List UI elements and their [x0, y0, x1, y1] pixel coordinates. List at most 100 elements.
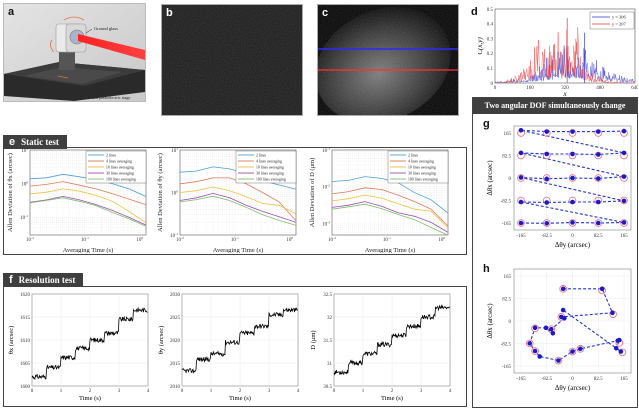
y-tick-label: 165: [504, 275, 512, 280]
series-line-30-lines-averaging: [331, 201, 448, 233]
y-tick-label: 31.5: [323, 339, 332, 344]
x-tick-label: 160: [526, 86, 534, 91]
series-line-30-lines-averaging: [179, 192, 296, 223]
legend-label: 4 lines averaging: [106, 160, 132, 164]
x-tick-label: 0: [494, 86, 497, 91]
x-tick-label: 100: [286, 236, 293, 243]
measured-point: [595, 199, 601, 205]
x-tick-label: 10-1: [231, 236, 239, 243]
y-tick-label: -82.5: [501, 199, 512, 204]
measured-point: [621, 128, 627, 134]
y-axis-label: θx (arcsec): [8, 326, 15, 355]
mount-post: [59, 50, 75, 70]
chart-resolution-theta-y: 0 1 2 3 4 2010 2015 2020 2025 2030 Time (s) θy (arc…: [158, 293, 300, 402]
measured-point: [543, 325, 549, 331]
x-tick-label: 3: [118, 389, 121, 394]
x-tick-label: 10-2: [26, 236, 34, 243]
legend-label: 4 lines averaging: [408, 160, 434, 164]
y-tick-label: 100: [171, 189, 178, 196]
chart-allan-theta-x: 10-2 10-1 100 10-1 100 101 2 lines 4 lines aver…: [7, 147, 147, 253]
measured-point: [621, 220, 627, 225]
x-tick-label: 82.5: [594, 234, 603, 239]
y-tick-label: 101: [171, 147, 178, 154]
apparatus-photo: Ground glass 6-axis piezoelectric stage …: [3, 3, 146, 102]
target-point: [542, 174, 551, 182]
angular-dof-title: Two angular DOF simultaneously change: [473, 98, 637, 114]
series-line-10-lines-averaging: [331, 194, 448, 228]
measured-point: [595, 129, 601, 134]
series-line-y-207: [495, 27, 635, 84]
y-tick-label: 31: [327, 362, 333, 367]
x-axis-label: Time (s): [381, 395, 403, 402]
panel-letter-f: f: [9, 274, 13, 286]
x-tick-label: 4: [297, 389, 300, 394]
x-tick-label: 3: [268, 389, 271, 394]
x-axis-label: Δθy (arcsec): [555, 241, 591, 249]
x-axis-label: Δθy (arcsec): [555, 384, 591, 392]
measured-point: [544, 151, 550, 157]
measured-point: [595, 152, 601, 157]
y-tick-label: 10-1: [20, 214, 28, 221]
measured-point: [544, 176, 550, 182]
legend-label: 30 lines averaging: [256, 172, 284, 176]
x-tick-label: 165: [620, 234, 628, 239]
x-tick-label: 10-2: [176, 236, 184, 243]
panel-letter-g: g: [483, 118, 490, 130]
y-tick-label: 2010: [170, 385, 181, 390]
target-point: [517, 219, 525, 227]
measured-point: [599, 286, 605, 292]
panel-letter-h: h: [483, 263, 490, 275]
y-tick-label: 0.5: [487, 8, 494, 13]
y-axis-label: D (μm): [310, 330, 317, 349]
x-axis-label: Time (s): [79, 395, 101, 402]
measured-point: [560, 307, 566, 313]
measured-point: [544, 129, 550, 134]
y-tick-label: 0.1: [487, 67, 494, 72]
y-tick-label: 1605: [20, 362, 31, 367]
stage-label: 6-axis piezoelectric stage: [88, 95, 130, 100]
measured-point: [621, 150, 627, 156]
y-tick-label: 0.4: [487, 23, 494, 28]
speckle-image-c: c: [317, 4, 459, 116]
x-tick-label: 0: [571, 234, 574, 239]
panel-letter-d: d: [471, 6, 478, 18]
x-tick-label: 0: [571, 377, 574, 382]
measured-point: [570, 129, 575, 134]
series-line-4-lines-averaging: [29, 181, 146, 205]
x-tick-label: 0: [31, 389, 34, 394]
chart-resolution-d: 0 1 2 3 4 30.5 31 31.5 32 32.5 Time (s) D (μm): [310, 293, 452, 402]
legend-label: 30 lines averaging: [106, 172, 134, 176]
measured-point: [595, 176, 601, 181]
ground-glass-label: Ground glass: [94, 26, 118, 31]
y-tick-label: 0: [509, 177, 512, 182]
y-tick-label: -165: [502, 222, 512, 227]
legend-label: 100 lines averaging: [408, 178, 438, 182]
resolution-trace: [181, 307, 298, 374]
legend-label: y = 207: [612, 22, 627, 27]
laser-beam: [78, 34, 145, 60]
measured-point: [595, 220, 601, 226]
y-tick-label: 32.5: [323, 293, 332, 298]
speckle-image-b: b: [161, 4, 303, 116]
legend-label: 10 lines averaging: [256, 166, 284, 170]
x-tick-label: -82.5: [542, 377, 553, 382]
target-point: [531, 324, 539, 333]
target-point: [554, 356, 563, 365]
x-tick-label: 10-1: [81, 236, 89, 243]
legend-label: y = 306: [612, 15, 627, 20]
x-tick-label: 0: [333, 389, 336, 394]
panel-letter-c: c: [322, 7, 329, 19]
measured-point: [621, 174, 627, 179]
series-line-100-lines-averaging: [29, 197, 146, 227]
resolution-trace: [31, 306, 148, 380]
x-tick-label: 3: [420, 389, 423, 394]
y-tick-label: 0.3: [487, 37, 494, 42]
x-tick-label: -82.5: [542, 234, 553, 239]
y-axis-label: Allen Deviation of θy (arcsec): [157, 153, 164, 232]
target-point: [559, 285, 567, 293]
panel-letter-a: a: [8, 6, 15, 18]
legend-label: 100 lines averaging: [256, 178, 286, 182]
x-tick-label: 2: [391, 389, 394, 394]
y-tick-label: 82.5: [502, 154, 511, 159]
